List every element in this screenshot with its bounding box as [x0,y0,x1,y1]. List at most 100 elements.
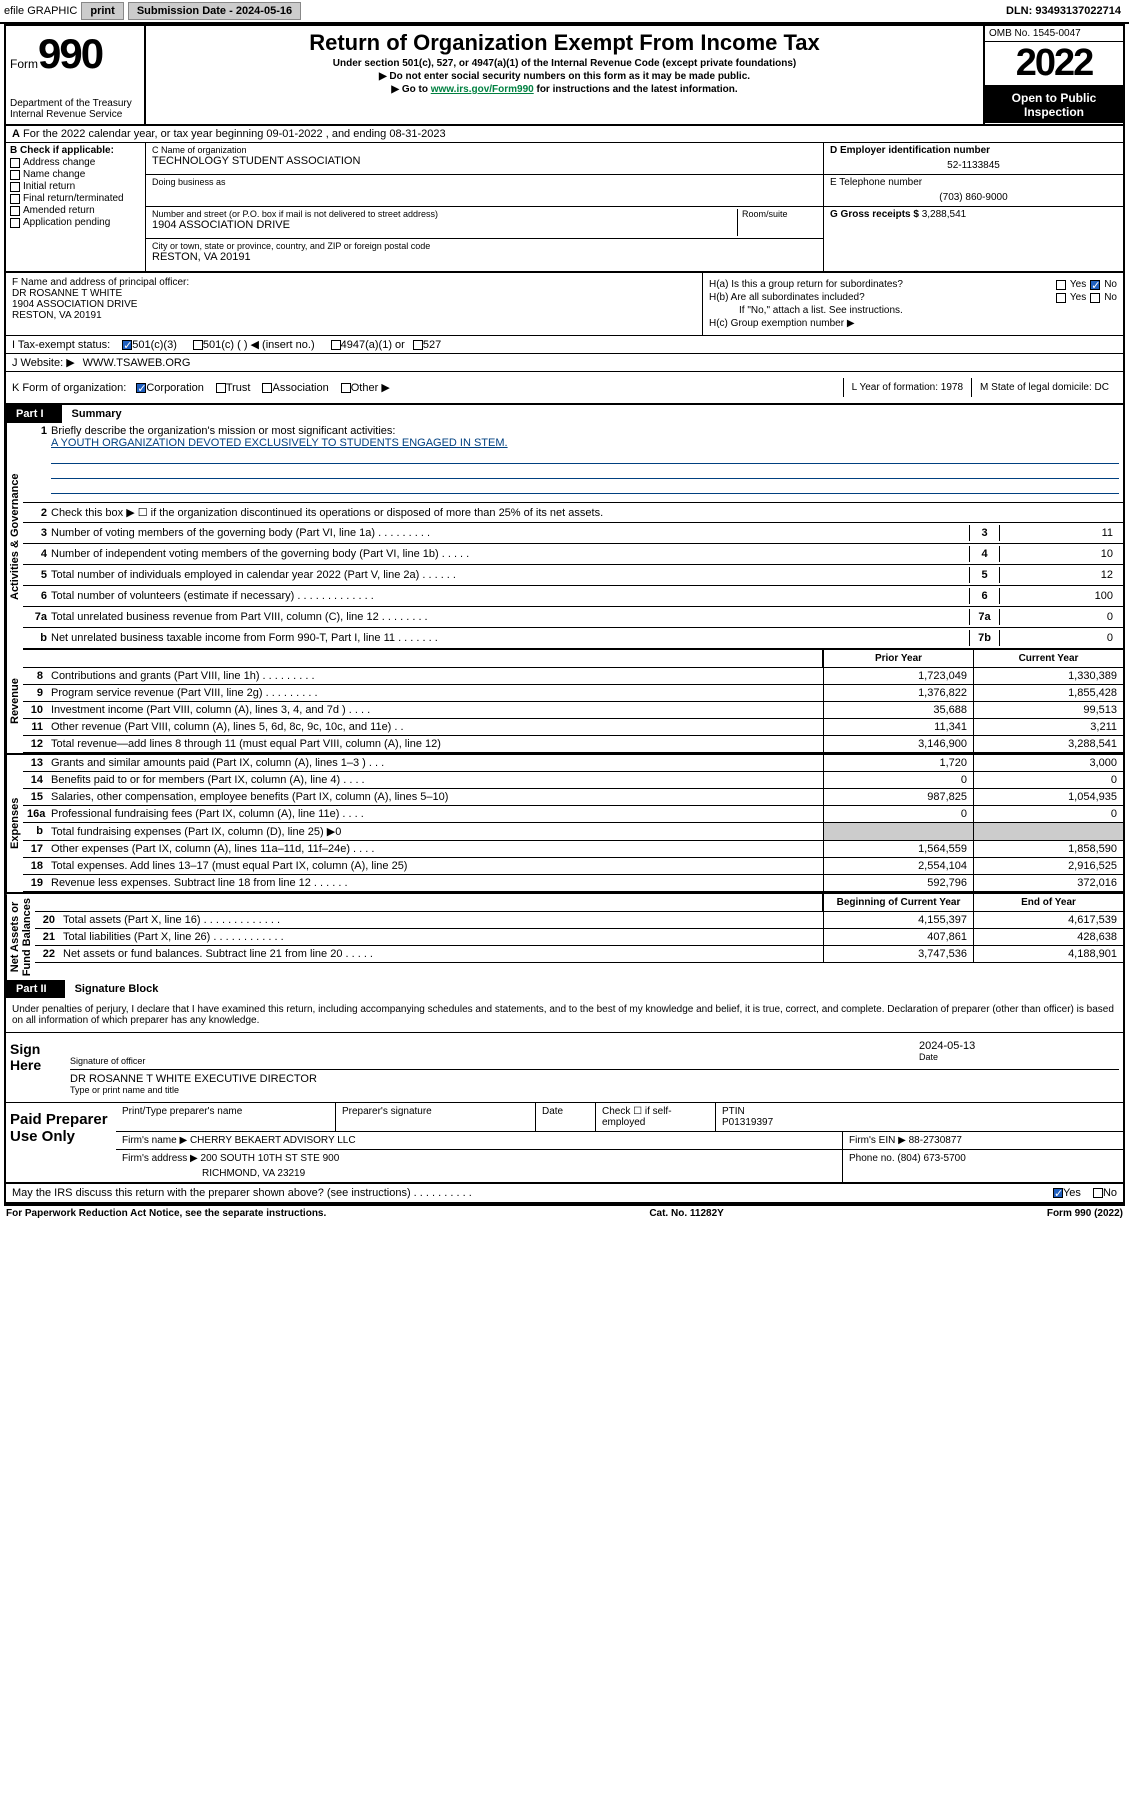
line-j-label: J Website: ▶ [12,356,75,369]
footer-left: For Paperwork Reduction Act Notice, see … [6,1208,326,1219]
firm-addr-label: Firm's address ▶ [122,1153,198,1164]
opt-527: 527 [423,339,441,351]
chk-address-change[interactable] [10,158,20,168]
addr-value: 1904 ASSOCIATION DRIVE [152,219,737,231]
submission-date-button[interactable]: Submission Date - 2024-05-16 [128,2,301,20]
top-bar: efile GRAPHIC print Submission Date - 20… [0,0,1129,24]
th-prior-year: Prior Year [823,650,973,667]
chk-discuss-no[interactable] [1093,1188,1103,1198]
chk-hb-no[interactable] [1090,293,1100,303]
public-inspection-badge: Open to Public Inspection [985,87,1123,123]
box-b: B Check if applicable: Address change Na… [6,143,146,271]
chk-discuss-yes[interactable] [1053,1188,1063,1198]
form-title: Return of Organization Exempt From Incom… [154,30,975,56]
preparer-label: Paid Preparer Use Only [6,1103,116,1182]
table-row: 17Other expenses (Part IX, column (A), l… [23,841,1123,858]
table-row: 12Total revenue—add lines 8 through 11 (… [23,736,1123,753]
opt-other: Other ▶ [351,381,390,394]
city-value: RESTON, VA 20191 [152,251,817,263]
footer-right: Form 990 (2022) [1047,1208,1123,1219]
chk-name-change[interactable] [10,170,20,180]
form-header: Form 990 Department of the Treasury Inte… [6,26,1123,126]
firm-name-value: CHERRY BEKAERT ADVISORY LLC [190,1135,356,1146]
efile-label: efile GRAPHIC [4,5,77,17]
expenses-section: Expenses 13Grants and similar amounts pa… [6,753,1123,892]
chk-hb-yes[interactable] [1056,293,1066,303]
lbl-final-return: Final return/terminated [23,193,124,204]
line-m-label: M State of legal domicile: [980,382,1092,393]
penalty-statement: Under penalties of perjury, I declare th… [6,998,1123,1033]
l5-val: 12 [999,567,1119,583]
part1-label: Part I [6,405,54,423]
line-m-val: DC [1095,382,1109,393]
th-boy: Beginning of Current Year [823,894,973,911]
dba-label: Doing business as [152,177,817,187]
hb-no: No [1104,292,1117,303]
lbl-application-pending: Application pending [23,217,110,228]
boxes-deg: D Employer identification number 52-1133… [823,143,1123,271]
table-row: 14Benefits paid to or for members (Part … [23,772,1123,789]
ein-label: D Employer identification number [830,145,1117,156]
chk-527[interactable] [413,340,423,350]
table-row: 16aProfessional fundraising fees (Part I… [23,806,1123,823]
officer-addr1: 1904 ASSOCIATION DRIVE [12,299,696,310]
chk-initial-return[interactable] [10,182,20,192]
part2-label: Part II [6,980,57,998]
chk-association[interactable] [262,383,272,393]
chk-application-pending[interactable] [10,218,20,228]
table-row: 22Net assets or fund balances. Subtract … [35,946,1123,963]
chk-501c[interactable] [193,340,203,350]
chk-4947[interactable] [331,340,341,350]
ha-yes: Yes [1070,279,1086,290]
phone-label: E Telephone number [830,177,1117,188]
table-row: 13Grants and similar amounts paid (Part … [23,755,1123,772]
lbl-amended-return: Amended return [23,205,95,216]
gross-receipts-label: G Gross receipts $ [830,209,919,220]
tax-year: 2022 [985,42,1123,87]
l7a-val: 0 [999,609,1119,625]
sig-name-label: Type or print name and title [70,1085,1119,1095]
th-current-year: Current Year [973,650,1123,667]
table-row: 18Total expenses. Add lines 13–17 (must … [23,858,1123,875]
chk-ha-no[interactable] [1090,280,1100,290]
sig-officer-label: Signature of officer [70,1056,919,1066]
chk-final-return[interactable] [10,194,20,204]
preparer-row: Paid Preparer Use Only Print/Type prepar… [6,1103,1123,1184]
hb-label: H(b) Are all subordinates included? [709,292,1052,303]
org-name-label: C Name of organization [152,145,817,155]
revenue-section: Revenue Prior Year Current Year 8Contrib… [6,650,1123,753]
discuss-text: May the IRS discuss this return with the… [12,1187,1053,1199]
l4-text: Number of independent voting members of … [51,548,969,560]
vlabel-revenue: Revenue [6,650,23,753]
firm-name-label: Firm's name ▶ [122,1135,187,1146]
opt-corp: Corporation [146,382,203,394]
sig-date-value: 2024-05-13 [919,1040,1119,1052]
vlabel-governance: Activities & Governance [6,423,23,650]
hc-label: H(c) Group exemption number ▶ [709,318,855,329]
chk-ha-yes[interactable] [1056,280,1066,290]
box-c: C Name of organization TECHNOLOGY STUDEN… [146,143,823,271]
header-left: Form 990 Department of the Treasury Inte… [6,26,146,124]
ptin-value: P01319397 [722,1117,1117,1128]
l6-val: 100 [999,588,1119,604]
chk-corporation[interactable] [136,383,146,393]
irs-link[interactable]: www.irs.gov/Form990 [431,84,534,95]
ha-no: No [1104,279,1117,290]
part1-header: Part I Summary [6,405,1123,423]
l7b-val: 0 [999,630,1119,646]
room-label: Room/suite [742,209,817,219]
officer-addr2: RESTON, VA 20191 [12,310,696,321]
officer-label: F Name and address of principal officer: [12,277,696,288]
line-i-row: I Tax-exempt status: 501(c)(3) 501(c) ( … [6,336,1123,354]
note2-post: for instructions and the latest informat… [534,84,738,95]
chk-amended-return[interactable] [10,206,20,216]
print-button[interactable]: print [81,2,123,20]
chk-trust[interactable] [216,383,226,393]
chk-501c3[interactable] [122,340,132,350]
line-a-text: For the 2022 calendar year, or tax year … [23,128,446,140]
form-container: Form 990 Department of the Treasury Inte… [4,24,1125,1206]
line-l-val: 1978 [941,382,963,393]
chk-other[interactable] [341,383,351,393]
part1-title: Summary [62,405,1123,423]
discuss-row: May the IRS discuss this return with the… [6,1184,1123,1204]
